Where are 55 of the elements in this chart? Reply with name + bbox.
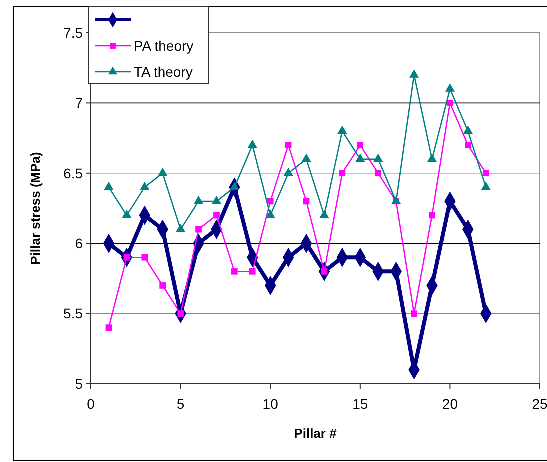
point [212,196,222,204]
point [320,210,330,218]
legend-label: PA theory [134,38,194,54]
point [339,170,346,177]
x-tick-label: 20 [442,396,458,412]
point [375,170,382,177]
x-tick-label: 5 [176,396,185,412]
point [338,126,348,134]
y-tick-label: 7.5 [64,24,84,41]
point [214,212,220,219]
point [465,142,472,148]
point [194,196,204,204]
point [248,140,258,148]
point [142,254,148,261]
x-tick-label: 10 [262,396,279,412]
point [427,154,438,162]
point [303,198,310,205]
point [482,170,490,177]
x-tick-label: 15 [352,396,368,412]
point [122,210,132,218]
y-tick-label: 5 [75,376,84,392]
point [284,168,294,176]
point [232,268,238,275]
point [176,224,186,232]
point [481,182,491,190]
y-tick-label: 6 [75,236,84,252]
point [104,182,114,190]
point [447,100,454,106]
y-axis-title: Pillar stress (MPa) [28,152,43,265]
point [249,268,256,275]
y-tick-label: 7 [75,95,84,112]
point [392,196,402,204]
point [267,198,274,205]
x-tick-label: 25 [532,396,547,412]
x-tick-label: 0 [87,396,96,412]
point [409,70,420,78]
point [140,182,150,190]
point [463,126,473,134]
point [356,154,366,162]
legend-label: TA theory [134,64,193,80]
point [411,310,418,317]
point [374,154,384,162]
point [285,142,292,148]
y-tick-label: 6.5 [64,165,84,182]
point [160,282,166,289]
y-tick-label: 5.5 [64,306,84,322]
point [357,142,364,148]
point [266,210,276,218]
point [158,168,168,176]
point [106,324,112,332]
point [196,226,202,233]
point [429,212,436,219]
point [445,84,456,92]
point [302,154,312,162]
x-axis-title: Pillar # [294,426,338,441]
